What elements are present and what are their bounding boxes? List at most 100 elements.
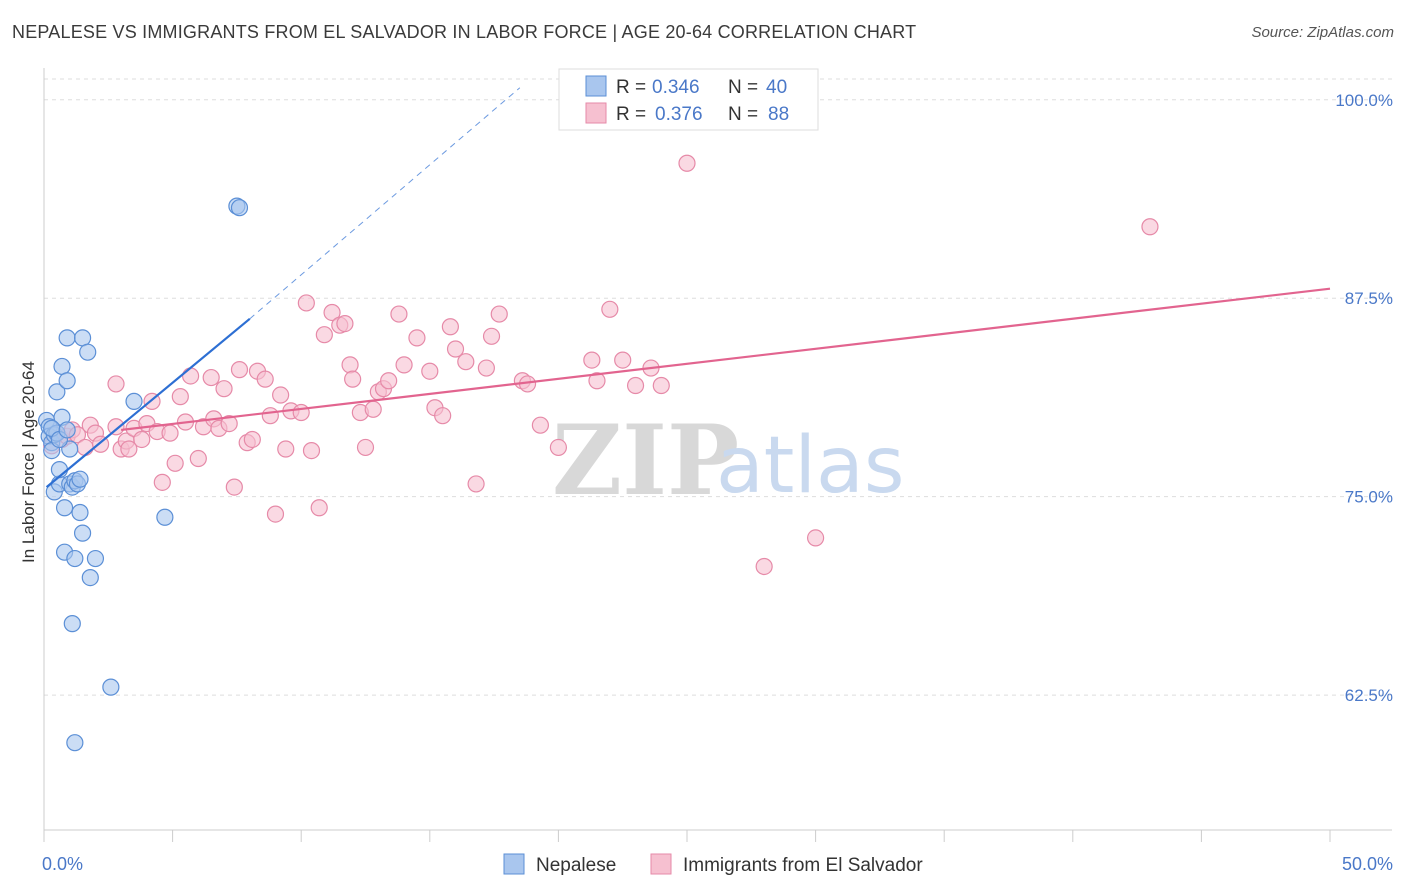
point-el-salvador xyxy=(166,454,184,472)
point-nepalese xyxy=(58,421,76,439)
legend-n-value-2: 88 xyxy=(768,104,789,125)
legend: R = 0.346 N = 40 R = 0.376 N = 88 xyxy=(558,68,819,131)
point-nepalese xyxy=(63,615,81,633)
gridlines xyxy=(44,78,1392,696)
legend-r-label-2: R = xyxy=(616,104,646,125)
point-nepalese xyxy=(125,392,143,410)
y-tick-label: 100.0% xyxy=(1335,91,1393,110)
point-el-salvador xyxy=(446,340,465,358)
point-nepalese xyxy=(86,549,105,568)
point-el-salvador xyxy=(806,529,825,547)
point-el-salvador xyxy=(755,557,773,576)
point-el-salvador xyxy=(364,400,382,418)
point-nepalese xyxy=(73,329,92,347)
point-nepalese xyxy=(102,678,120,696)
watermark: ZIP atlas xyxy=(552,404,905,517)
point-el-salvador xyxy=(380,372,398,390)
point-el-salvador xyxy=(161,424,179,442)
point-el-salvador xyxy=(302,441,321,460)
legend-n-label-2: N = xyxy=(728,104,758,125)
point-el-salvador xyxy=(421,362,439,380)
y-tick-label: 87.5% xyxy=(1345,289,1393,308)
legend-r-label-1: R = xyxy=(616,77,646,98)
point-el-salvador xyxy=(408,329,426,347)
point-nepalese xyxy=(156,508,174,526)
point-nepalese xyxy=(81,568,99,587)
point-el-salvador xyxy=(652,376,670,395)
bottom-legend-el-salvador: Immigrants from El Salvador xyxy=(683,855,923,876)
point-nepalese xyxy=(58,329,76,347)
x-tick-label-min: 0.0% xyxy=(42,854,83,874)
point-nepalese xyxy=(79,343,97,361)
watermark-atlas: atlas xyxy=(716,421,905,511)
point-el-salvador xyxy=(626,376,645,395)
legend-n-value-1: 40 xyxy=(766,77,787,98)
point-el-salvador xyxy=(477,359,495,377)
y-axis-title: In Labor Force | Age 20-64 xyxy=(19,361,38,563)
point-el-salvador xyxy=(482,327,501,345)
point-el-salvador xyxy=(583,351,601,369)
point-el-salvador xyxy=(549,438,568,457)
point-el-salvador xyxy=(344,370,362,388)
point-el-salvador xyxy=(1141,218,1159,236)
x-tick-label-max: 50.0% xyxy=(1342,854,1393,874)
point-el-salvador xyxy=(678,154,696,172)
point-nepalese xyxy=(66,734,84,752)
point-el-salvador xyxy=(215,380,233,398)
y-tick-label: 62.5% xyxy=(1345,686,1393,705)
bottom-legend-nepalese: Nepalese xyxy=(536,855,616,876)
point-nepalese xyxy=(66,549,84,568)
point-el-salvador xyxy=(531,416,549,434)
point-el-salvador xyxy=(310,499,328,517)
point-el-salvador xyxy=(107,418,125,436)
point-el-salvador xyxy=(256,370,274,388)
point-el-salvador xyxy=(202,368,220,387)
point-el-salvador xyxy=(225,478,243,496)
trendline-nepalese xyxy=(45,317,251,488)
chart-title: NEPALESE VS IMMIGRANTS FROM EL SALVADOR … xyxy=(12,22,917,42)
point-el-salvador xyxy=(171,388,189,406)
series-nepalese xyxy=(37,197,249,752)
point-el-salvador xyxy=(153,473,171,491)
point-el-salvador xyxy=(341,356,359,374)
point-el-salvador xyxy=(243,430,261,449)
point-nepalese xyxy=(53,357,71,376)
source-credit: Source: ZipAtlas.com xyxy=(1251,24,1394,41)
watermark-zip: ZIP xyxy=(552,404,739,517)
point-nepalese xyxy=(73,524,92,542)
x-ticks xyxy=(43,830,1331,842)
legend-swatch-nepalese xyxy=(585,75,607,97)
point-el-salvador xyxy=(277,440,295,458)
legend-r-value-1: 0.346 xyxy=(652,77,700,98)
point-el-salvador xyxy=(107,375,125,393)
point-el-salvador xyxy=(220,415,238,433)
point-el-salvador xyxy=(390,305,408,323)
point-el-salvador xyxy=(490,305,508,323)
legend-r-value-2: 0.376 xyxy=(655,104,703,125)
point-nepalese xyxy=(58,372,76,390)
point-el-salvador xyxy=(133,430,151,449)
point-el-salvador xyxy=(76,438,94,457)
point-nepalese xyxy=(71,470,89,488)
legend-swatch-el-salvador xyxy=(585,102,607,124)
y-tick-labels: 62.5% 75.0% 87.5% 100.0% xyxy=(1335,91,1393,705)
point-el-salvador xyxy=(588,372,606,390)
point-el-salvador xyxy=(315,326,333,344)
bottom-legend-swatch-el-salvador xyxy=(650,853,672,875)
point-nepalese xyxy=(55,499,74,517)
bottom-legend-swatch-nepalese xyxy=(503,853,525,875)
point-el-salvador xyxy=(323,303,341,322)
trendline-el-salvador xyxy=(121,287,1331,432)
point-el-salvador xyxy=(120,440,138,458)
trendline-nepalese-extension xyxy=(249,87,521,320)
point-el-salvador xyxy=(292,403,310,422)
legend-n-label-1: N = xyxy=(728,77,758,98)
point-el-salvador xyxy=(261,407,279,425)
bottom-legend: Nepalese Immigrants from El Salvador xyxy=(503,853,923,876)
point-el-salvador xyxy=(601,300,619,318)
point-el-salvador xyxy=(336,314,354,333)
point-el-salvador xyxy=(297,294,315,312)
point-el-salvador xyxy=(467,475,485,493)
point-el-salvador xyxy=(189,449,207,468)
